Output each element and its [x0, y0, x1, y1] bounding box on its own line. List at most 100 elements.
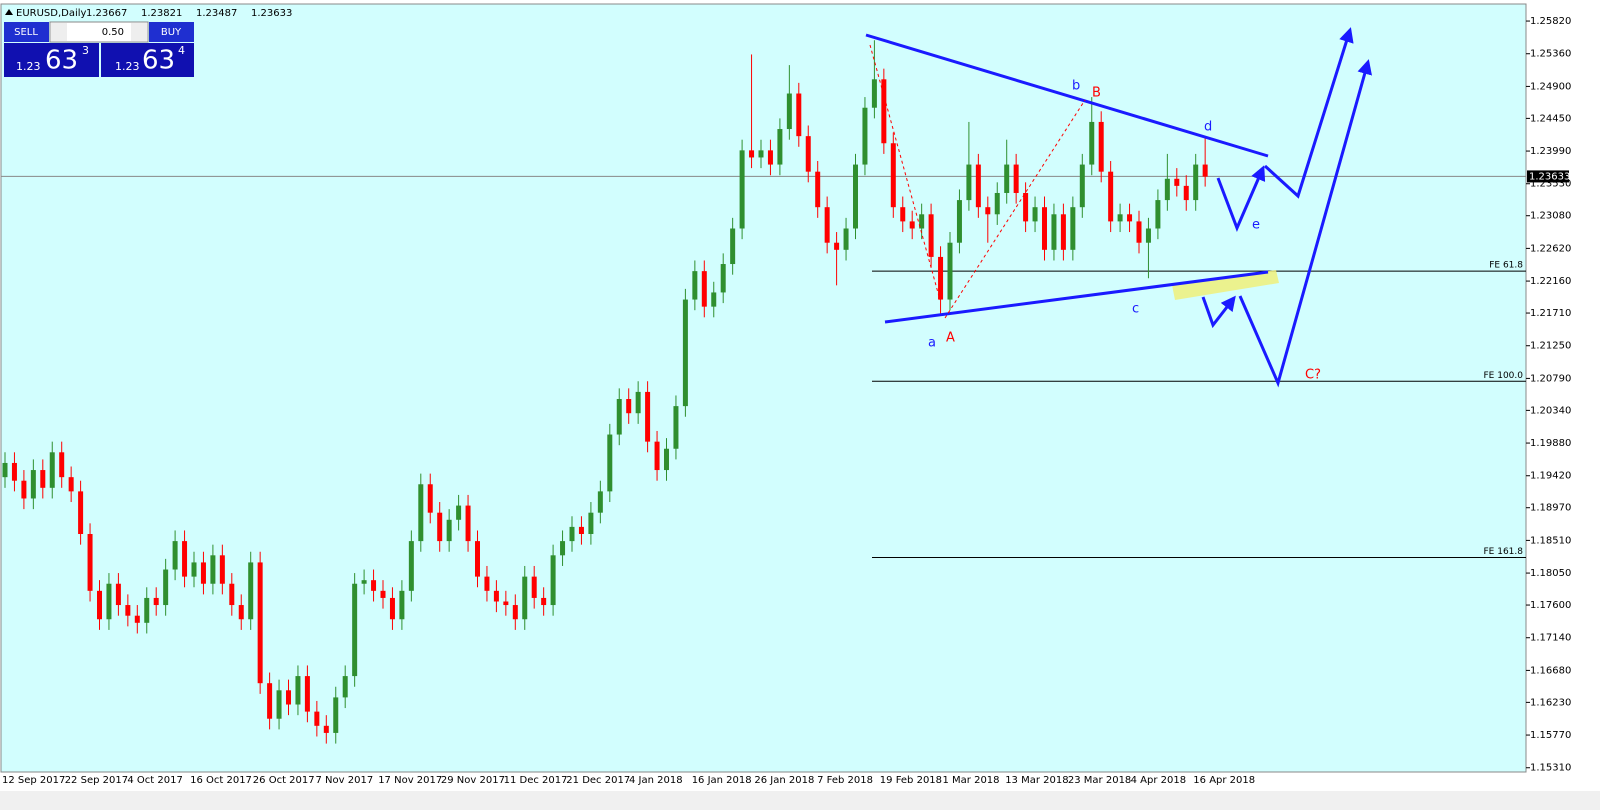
candle-body [966, 164, 972, 201]
candle-body [824, 207, 830, 243]
arrow [1216, 165, 1266, 232]
candle-body [560, 541, 566, 556]
y-tick-label: 1.17600 [1530, 600, 1571, 611]
candle-body [2, 462, 8, 478]
x-tick-label: 4 Oct 2017 [127, 775, 182, 786]
y-tick-label: 1.20790 [1530, 373, 1571, 384]
candle-body [68, 477, 74, 492]
x-tick-label: 19 Feb 2018 [880, 775, 942, 786]
candle-body [503, 601, 509, 606]
buy-price-frac: 4 [178, 44, 185, 57]
candle-body [890, 143, 896, 208]
plot-area [0, 3, 1527, 773]
candle-body [1051, 214, 1057, 250]
wave-label: B [1092, 86, 1101, 101]
candle-body [522, 576, 528, 620]
lot-up[interactable] [131, 23, 147, 41]
candle-body [408, 541, 414, 591]
x-tick-label: 1 Mar 2018 [943, 775, 1000, 786]
buy-price-box[interactable] [101, 43, 194, 77]
trend-line [865, 33, 1269, 158]
y-tick-label: 1.22620 [1530, 243, 1571, 254]
candle-body [1136, 221, 1142, 243]
wave-label: C? [1305, 368, 1321, 383]
candle-body [286, 690, 291, 705]
buy-price-big: 1.23 [115, 60, 140, 73]
candle-body [730, 228, 736, 265]
highlight-zone [1172, 270, 1279, 300]
fib-label: FE 61.8 [1489, 261, 1523, 271]
candle-body [720, 264, 726, 293]
y-tick-label: 1.17140 [1530, 633, 1571, 644]
fib-label: FE 100.0 [1484, 371, 1524, 381]
candle-body [30, 470, 36, 499]
candle-body [664, 448, 669, 471]
lot-down[interactable] [51, 23, 67, 41]
candle-body [333, 697, 339, 733]
candle-body [616, 399, 622, 435]
trend-line [884, 270, 1269, 324]
candle-body [815, 171, 821, 208]
candle-body [437, 512, 443, 542]
candle-body [947, 242, 953, 300]
candle-body [1145, 228, 1151, 243]
candle-body [153, 597, 159, 606]
y-tick-label: 1.25820 [1530, 16, 1571, 27]
candle-body [938, 256, 944, 300]
candle-body [1183, 185, 1189, 201]
y-tick-label: 1.25360 [1530, 49, 1571, 60]
candle-body [248, 562, 254, 620]
candle-body [1070, 207, 1076, 250]
y-tick-label: 1.23990 [1530, 146, 1571, 157]
sell-price-box[interactable] [4, 43, 99, 77]
y-tick-label: 1.24450 [1530, 113, 1571, 124]
candle-body [928, 214, 934, 257]
candle-body [59, 452, 65, 478]
candle-body [900, 207, 906, 222]
status-strip [0, 791, 1600, 810]
candle-body [578, 526, 584, 534]
candle-body [550, 555, 556, 606]
arrow [1201, 295, 1236, 329]
y-tick-label: 1.16680 [1530, 665, 1571, 676]
candle-body [182, 541, 188, 577]
candle-body [919, 214, 925, 229]
candle-body [796, 93, 802, 137]
candle-body [654, 441, 660, 471]
candle-body [739, 150, 745, 229]
candle-body [626, 399, 632, 414]
x-tick-label: 13 Mar 2018 [1005, 775, 1068, 786]
candle-body [569, 526, 575, 542]
candle-body [399, 590, 405, 620]
candle-body [484, 576, 490, 591]
candle-body [1098, 121, 1104, 172]
y-tick-label: 1.15770 [1530, 730, 1571, 741]
wave-label: A [946, 331, 955, 346]
candle-body [87, 533, 93, 591]
candle-body [853, 164, 858, 229]
candle-body [352, 583, 358, 677]
candle-body [97, 590, 102, 620]
candle-body [427, 484, 433, 513]
x-tick-label: 4 Apr 2018 [1131, 775, 1186, 786]
y-tick-label: 1.23530 [1530, 179, 1571, 190]
candle-body [380, 590, 386, 598]
x-tick-label: 16 Jan 2018 [692, 775, 752, 786]
candle-body [607, 434, 613, 492]
dashed-line [944, 99, 1086, 319]
dashed-line [869, 44, 941, 301]
y-tick-label: 1.19420 [1530, 471, 1571, 482]
candle-body [210, 555, 216, 584]
lot-input[interactable] [49, 21, 149, 43]
collapse-icon[interactable] [5, 9, 13, 15]
candle-body [956, 200, 962, 243]
candle-body [134, 615, 140, 623]
buy-button[interactable] [149, 22, 194, 42]
candle-body [238, 605, 244, 620]
candle-body [512, 605, 518, 620]
candle-body [1155, 200, 1161, 229]
sell-button[interactable] [4, 22, 49, 42]
candle-body [1127, 214, 1133, 222]
candle-body [219, 555, 225, 584]
candle-body [314, 711, 320, 726]
